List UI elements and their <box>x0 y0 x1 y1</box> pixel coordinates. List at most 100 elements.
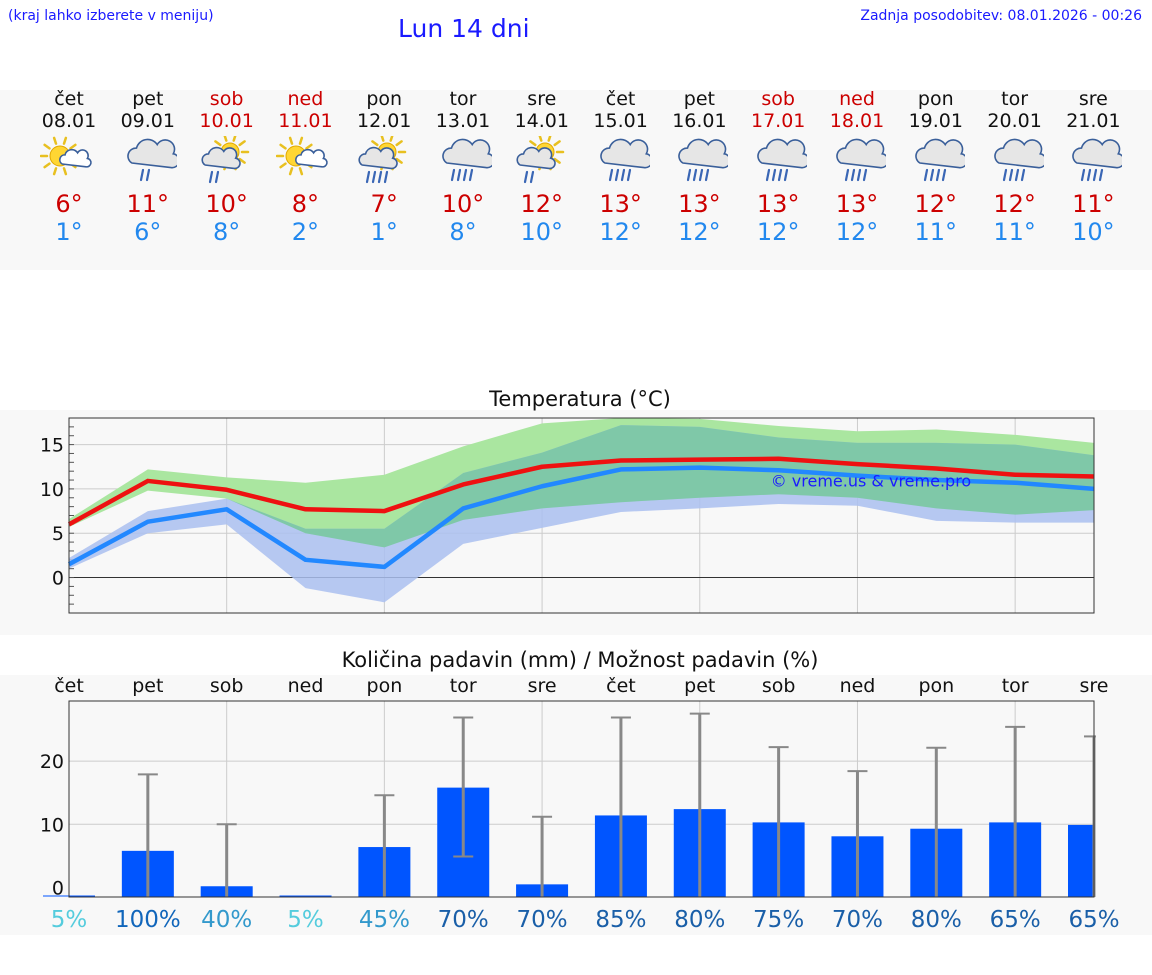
forecast-day: čet 15.01 13° 12° <box>581 88 661 246</box>
cloud-heavy-rain-icon <box>757 138 808 182</box>
forecast-date: 11.01 <box>278 110 333 132</box>
forecast-min-temp: 12° <box>599 218 642 246</box>
forecast-day-name: tor <box>449 88 477 110</box>
sun-cloud-heavy-rain-icon <box>358 136 407 184</box>
x-category-label: čet <box>606 675 636 697</box>
precip-probability-label: 65% <box>1068 907 1119 933</box>
precip-bar <box>1068 824 1094 897</box>
forecast-day-name: pet <box>132 88 164 110</box>
forecast-min-temp: 12° <box>835 218 879 246</box>
forecast-day: ned 18.01 13° 12° <box>817 88 897 246</box>
forecast-date: 13.01 <box>435 110 491 132</box>
watermark: © vreme.us & vreme.pro <box>771 471 972 490</box>
x-category-label: pet <box>684 675 715 697</box>
forecast-day-name: pon <box>366 88 403 110</box>
forecast-max-temp: 13° <box>835 190 879 218</box>
x-category-label: sob <box>210 675 244 697</box>
forecast-max-temp: 11° <box>126 190 170 218</box>
forecast-day-name: ned <box>287 88 324 110</box>
x-category-label: sre <box>528 675 557 697</box>
forecast-max-temp: 13° <box>599 190 642 218</box>
x-category-label: pon <box>918 675 954 697</box>
cloud-heavy-rain-icon <box>836 138 886 182</box>
precip-probability-label: 70% <box>517 907 568 933</box>
cloud-rain-icon <box>126 138 177 182</box>
x-category-label: tor <box>450 675 477 697</box>
forecast-day-name: sob <box>209 88 244 110</box>
forecast-min-temp: 1° <box>55 218 83 246</box>
forecast-max-temp: 8° <box>291 190 320 218</box>
forecast-date: 10.01 <box>199 110 254 132</box>
forecast-max-temp: 10° <box>205 190 248 218</box>
forecast-date: 14.01 <box>514 110 569 132</box>
forecast-date: 19.01 <box>908 110 963 132</box>
forecast-day-name: čet <box>605 88 636 110</box>
forecast-day: pon 19.01 12° 11° <box>896 88 976 246</box>
precip-probability-label: 65% <box>990 907 1041 933</box>
y-tick-label: 10 <box>40 479 64 501</box>
forecast-day: tor 13.01 10° 8° <box>423 88 503 246</box>
daily-forecast-row: čet 08.01 6° 1° pet 09.01 11° 6° sob 10.01 10° 8° ne… <box>30 88 1134 268</box>
x-category-label: čet <box>54 675 84 697</box>
precip-probability-label: 100% <box>115 907 181 933</box>
precip-probability-label: 70% <box>832 907 883 933</box>
precip-probability-label: 5% <box>287 907 324 933</box>
y-tick-label: 5 <box>52 523 64 545</box>
forecast-min-temp: 8° <box>449 218 477 246</box>
forecast-min-temp: 11° <box>914 218 958 246</box>
y-tick-label: 0 <box>52 568 64 590</box>
x-category-label: tor <box>1002 675 1029 697</box>
forecast-min-temp: 8° <box>212 218 241 246</box>
forecast-date: 20.01 <box>987 110 1042 132</box>
forecast-date: 15.01 <box>593 110 648 132</box>
x-category-label: ned <box>288 675 324 697</box>
forecast-day: pet 16.01 13° 12° <box>659 88 739 246</box>
min-temp-line <box>67 465 1095 570</box>
precip-probability-label: 80% <box>911 907 962 933</box>
forecast-day: sre 14.01 12° 10° <box>502 88 582 246</box>
forecast-max-temp: 10° <box>441 190 485 218</box>
forecast-day: sre 21.01 11° 10° <box>1053 88 1133 246</box>
forecast-day-name: ned <box>839 88 875 110</box>
forecast-date: 08.01 <box>41 110 97 132</box>
precip-probability-label: 45% <box>359 907 410 933</box>
page-title: Lun 14 dni <box>398 14 530 43</box>
precip-probability-label: 85% <box>595 907 646 933</box>
forecast-day-name: pet <box>683 88 715 110</box>
cloud-heavy-rain-icon <box>599 138 650 182</box>
forecast-day-name: pon <box>917 88 954 110</box>
forecast-day: pon 12.01 7° 1° <box>344 88 424 246</box>
precip-probability-label: 70% <box>438 907 489 933</box>
forecast-min-temp: 10° <box>1072 218 1115 246</box>
cloud-heavy-rain-icon <box>993 138 1044 182</box>
temperature-chart: 0 5 10 15 © vreme.us & vreme.pro <box>40 417 1095 614</box>
forecast-date: 09.01 <box>120 110 175 132</box>
precip-probability-label: 40% <box>201 907 252 933</box>
forecast-min-temp: 12° <box>678 218 721 246</box>
forecast-min-temp: 10° <box>520 218 564 246</box>
forecast-max-temp: 12° <box>914 190 958 218</box>
forecast-date: 17.01 <box>750 110 806 132</box>
y-tick-label: 0 <box>52 878 64 900</box>
forecast-day: čet 08.01 6° 1° <box>29 88 109 246</box>
plot-frame <box>68 700 1095 898</box>
x-category-label: sob <box>762 675 796 697</box>
forecast-day: sob 17.01 13° 12° <box>738 88 818 246</box>
forecast-max-temp: 7° <box>370 190 398 218</box>
x-category-label: sre <box>1080 675 1109 697</box>
forecast-day-name: sre <box>1078 88 1108 110</box>
forecast-band <box>0 90 1152 270</box>
x-category-label: ned <box>840 675 876 697</box>
forecast-max-temp: 12° <box>520 190 564 218</box>
forecast-date: 16.01 <box>672 110 727 132</box>
forecast-day-name: sob <box>761 88 795 110</box>
forecast-date: 18.01 <box>829 110 885 132</box>
y-tick-label: 15 <box>40 435 64 457</box>
forecast-max-temp: 13° <box>678 190 721 218</box>
forecast-min-temp: 1° <box>370 218 398 246</box>
forecast-day: tor 20.01 12° 11° <box>975 88 1055 246</box>
sun-cloud-icon <box>40 136 92 176</box>
precip-probability-label: 5% <box>51 907 88 933</box>
forecast-day-name: sre <box>527 88 557 110</box>
sun-cloud-icon <box>276 136 329 176</box>
